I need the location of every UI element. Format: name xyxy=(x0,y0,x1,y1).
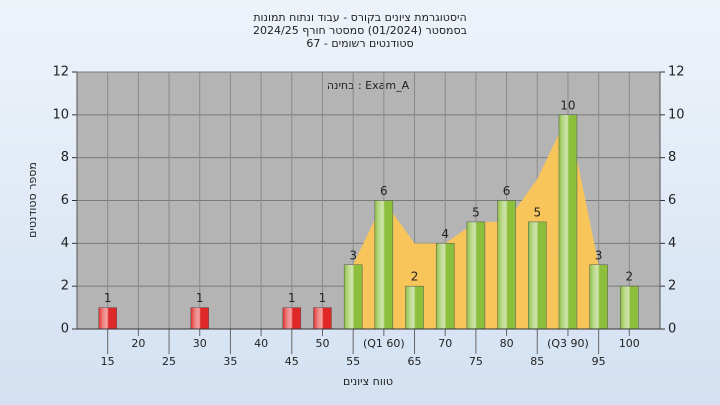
bar xyxy=(374,200,394,330)
x-tick-label: 25 xyxy=(162,355,176,368)
x-tick-label: 35 xyxy=(223,355,237,368)
y2-tick-label: 6 xyxy=(668,193,676,208)
data-label: 5 xyxy=(533,205,541,219)
chart-title: היסטוגרמת ציונים בקורס - עבוד ונתוח תמונ… xyxy=(253,11,466,24)
data-label: 3 xyxy=(349,248,357,262)
y-tick-label: 6 xyxy=(61,193,69,208)
y-axis-label: מספר סטודנטים xyxy=(26,162,39,238)
x-tick-label: 45 xyxy=(285,355,299,368)
data-label: 4 xyxy=(441,227,449,241)
x-tick-label: 100 xyxy=(619,337,640,350)
data-label: 1 xyxy=(104,291,112,305)
x-tick-label: 55 xyxy=(346,355,360,368)
y-tick-label: 10 xyxy=(52,107,69,122)
x-tick-label: 70 xyxy=(438,337,452,350)
data-label: 3 xyxy=(595,248,603,262)
bar xyxy=(343,264,363,330)
bar xyxy=(620,285,639,330)
data-label: 2 xyxy=(625,270,633,284)
annotation: בחינה : Exam_A xyxy=(327,79,410,92)
data-label: 2 xyxy=(411,270,419,284)
y2-tick-label: 2 xyxy=(668,279,676,294)
bar xyxy=(558,114,578,330)
data-label: 10 xyxy=(560,98,575,112)
data-label: 1 xyxy=(196,291,204,305)
data-label: 1 xyxy=(288,291,296,305)
bar xyxy=(282,307,302,330)
y2-tick-label: 8 xyxy=(668,150,676,165)
y2-tick-label: 12 xyxy=(668,65,685,80)
x-tick-label: 80 xyxy=(500,337,514,350)
data-label: 5 xyxy=(472,205,480,219)
x-tick-label: 85 xyxy=(530,355,544,368)
bar xyxy=(98,307,117,330)
x-tick-label: 50 xyxy=(315,337,329,350)
bar xyxy=(313,307,332,330)
y-tick-label: 12 xyxy=(52,65,69,80)
x-tick-label: (Q3 90) xyxy=(547,337,589,350)
bar xyxy=(466,221,486,330)
chart-subtitle: סטודנטים רשומים - 67 xyxy=(306,37,413,50)
x-tick-label: 30 xyxy=(193,337,207,350)
bar xyxy=(435,243,455,330)
chart-subtitle: בסמסטר (01/2024) סמסטר חורף 2024/25 xyxy=(253,24,467,37)
x-tick-label: 65 xyxy=(408,355,422,368)
y-tick-label: 2 xyxy=(61,279,69,294)
y2-tick-label: 0 xyxy=(668,322,676,337)
x-tick-label: 95 xyxy=(592,355,606,368)
data-label: 1 xyxy=(319,291,327,305)
x-tick-label: 75 xyxy=(469,355,483,368)
bar xyxy=(528,221,547,330)
bar xyxy=(589,264,608,330)
x-tick-label: (Q1 60) xyxy=(363,337,405,350)
y-tick-label: 8 xyxy=(61,150,69,165)
bar xyxy=(405,285,424,330)
y-tick-label: 4 xyxy=(61,236,69,251)
y-tick-label: 0 xyxy=(61,322,69,337)
x-tick-label: 20 xyxy=(131,337,145,350)
data-label: 6 xyxy=(380,184,388,198)
data-label: 6 xyxy=(503,184,511,198)
y2-tick-label: 4 xyxy=(668,236,676,251)
bar xyxy=(497,200,516,330)
bar xyxy=(190,307,209,330)
x-axis-label: טווח ציונים xyxy=(343,375,393,388)
y2-tick-label: 10 xyxy=(668,107,685,122)
x-tick-label: 15 xyxy=(101,355,115,368)
x-tick-label: 40 xyxy=(254,337,268,350)
